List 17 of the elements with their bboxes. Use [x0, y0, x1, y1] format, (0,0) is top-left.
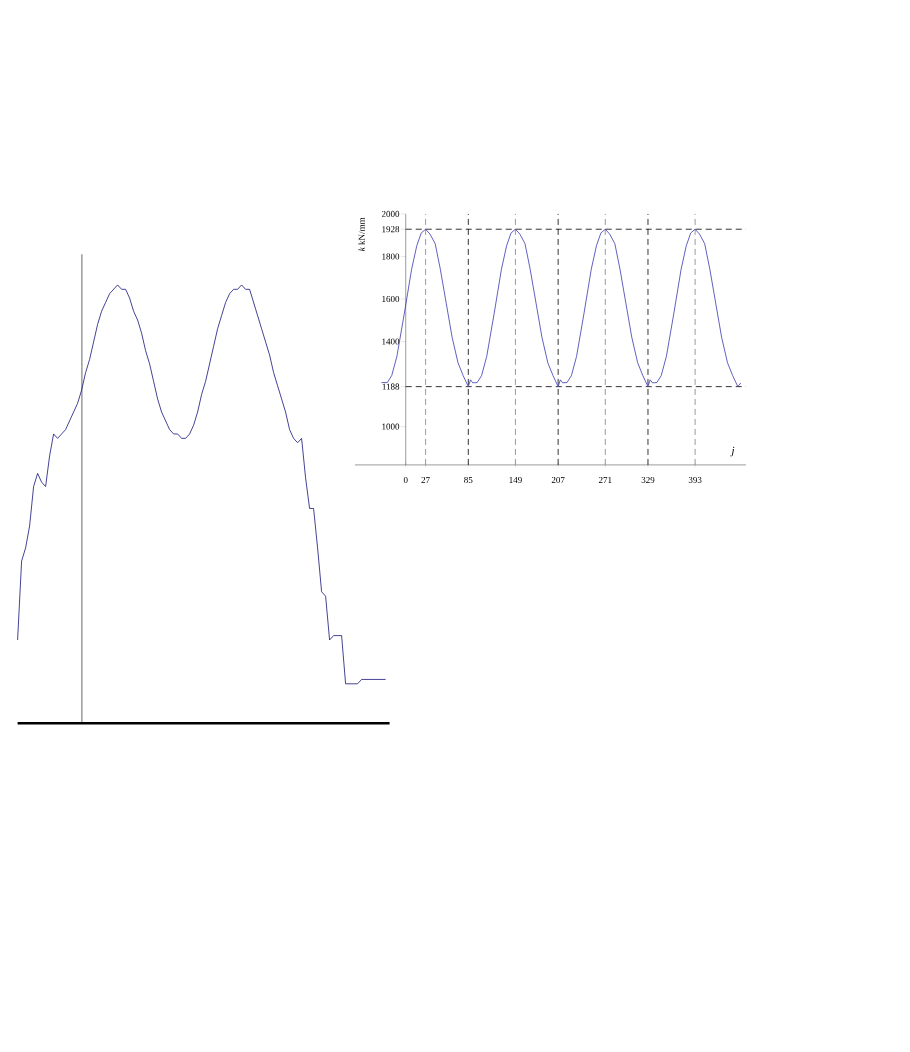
- y-tick-label: 1800: [382, 253, 400, 260]
- x-tick-label: 27: [421, 476, 430, 483]
- y-tick-label: 1188: [382, 383, 400, 390]
- x-tick-label: 271: [598, 476, 612, 483]
- y-tick-label: 2000: [381, 210, 400, 217]
- x-tick-label: 329: [641, 476, 655, 483]
- y-tick-label: 1600: [382, 295, 400, 303]
- x-tick-label: 149: [509, 476, 522, 483]
- y-tick-label: 1000: [382, 423, 400, 430]
- y-axis-title: k kN/mm: [358, 217, 365, 252]
- y-tick-label: 1928: [382, 226, 400, 233]
- x-tick-label: 85: [464, 476, 473, 484]
- x-tick-label: 207: [551, 476, 565, 484]
- x-tick-label: 0: [403, 476, 408, 484]
- x-axis-title: j: [730, 446, 735, 457]
- y-tick-label: 1400: [382, 338, 400, 345]
- x-tick-label: 393: [688, 476, 702, 483]
